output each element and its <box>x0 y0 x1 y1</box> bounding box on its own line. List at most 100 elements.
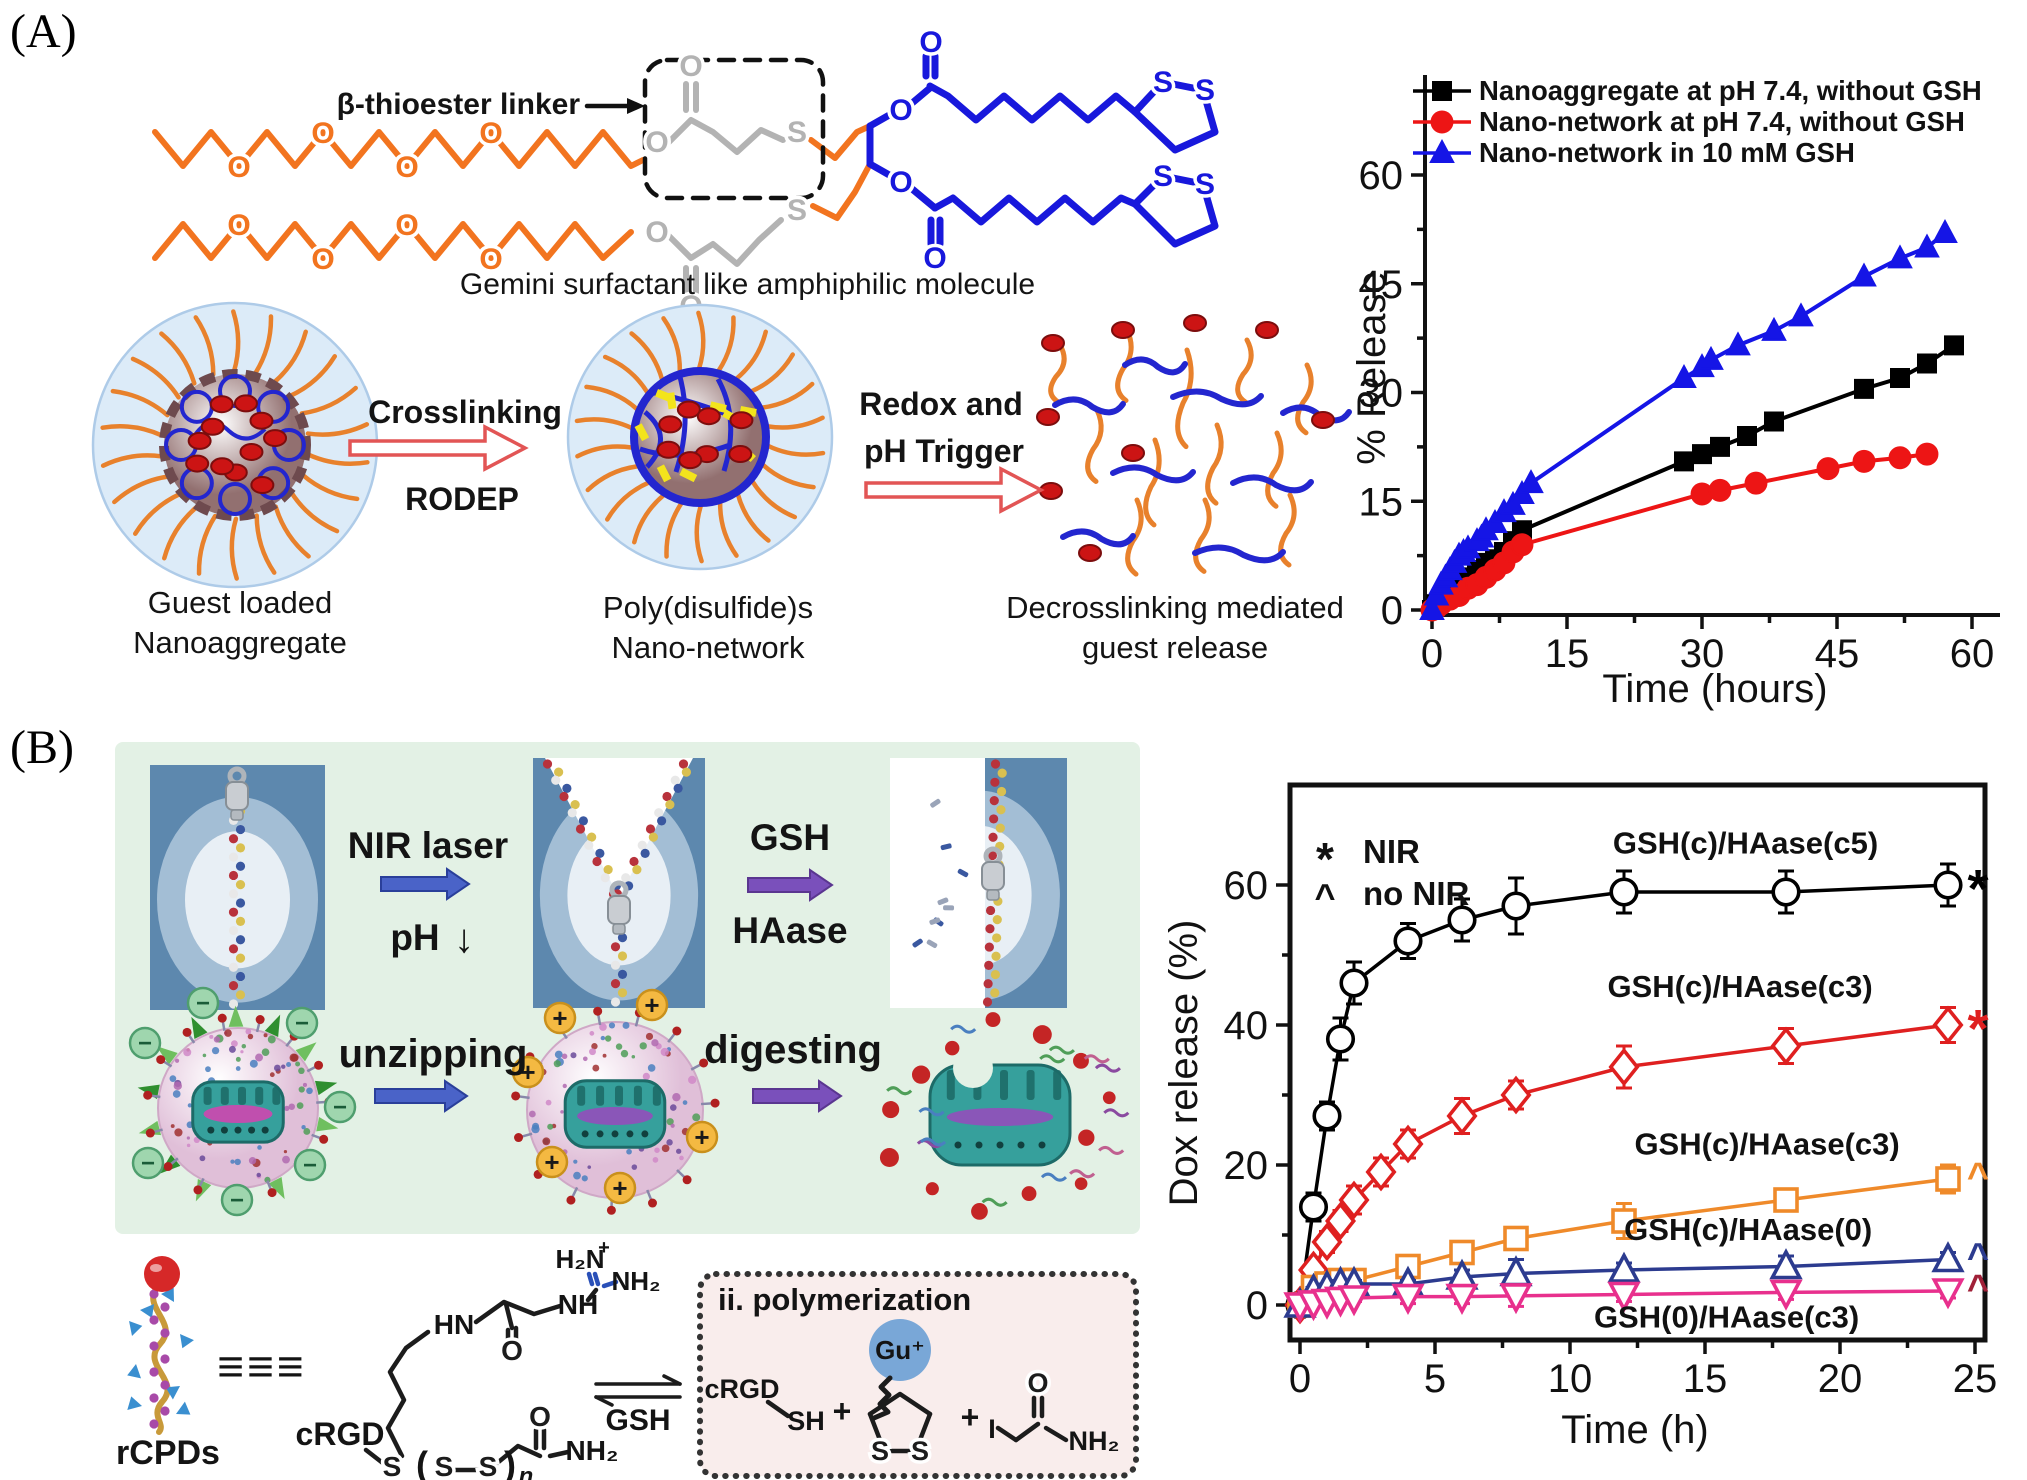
unzipping-arrow-icon <box>374 1079 469 1113</box>
step2-caption: Poly(disulfide)s Nano-network <box>602 590 814 665</box>
panel-b-scheme: −−−−− −− + +++++ NIR laser pH ↓ GSH HAase … <box>115 742 1140 1234</box>
x-tick-label: 0 <box>1289 1357 1311 1401</box>
peg-chain-bottom <box>152 221 634 261</box>
y-tick-label: 60 <box>1359 154 1404 198</box>
plus-badge: + <box>520 1057 535 1087</box>
atom-o: O <box>479 117 502 150</box>
guest-loaded-nanoaggregate <box>91 301 379 589</box>
arrow1-label-bottom: RODEP <box>405 481 519 517</box>
beta-arrow-icon <box>627 98 645 114</box>
atom-o: O <box>889 166 912 199</box>
series-0: * GSH(c)/HAase(c5) <box>1285 826 1989 1320</box>
atom-o: O <box>395 151 418 184</box>
nanoparticle-positive: + + + + + + <box>511 988 720 1215</box>
crosslinking-arrow-icon <box>348 424 529 472</box>
series-end-symbol: ^ <box>1967 1237 1989 1279</box>
nanoparticle-negative: − − − − − − − <box>128 986 357 1217</box>
series-label: GSH(c)/HAase(c3) <box>1607 969 1872 1004</box>
paren-close: ) <box>504 1444 516 1480</box>
legend-label: Nano-network at pH 7.4, without GSH <box>1479 106 1965 137</box>
atom-s: S <box>911 1436 929 1466</box>
atom-o: O <box>529 1401 551 1432</box>
x-tick-label: 30 <box>1680 632 1725 676</box>
legend-label: Nanoaggregate at pH 7.4, without GSH <box>1479 75 1982 106</box>
chart-body: 0 5 10 15 20 25 0 20 40 60 Time (h) Dox release (%)… <box>1162 782 1997 1452</box>
atom-o: O <box>679 50 702 83</box>
plus-badge: + <box>544 1147 559 1177</box>
x-tick-label: 60 <box>1950 632 1995 676</box>
panel-a-label: (A) <box>10 5 77 58</box>
atom-s: S <box>1195 74 1215 107</box>
y-tick-label: 60 <box>1224 864 1269 908</box>
arrow1-label-top: Crosslinking <box>368 394 562 430</box>
minus-badge: − <box>141 1150 155 1177</box>
decrosslinked-release <box>1036 314 1352 577</box>
atom-s: S <box>383 1451 402 1480</box>
panel-b-chart: 0 5 10 15 20 25 0 20 40 60 Time (h) Dox release (%)… <box>1162 782 1997 1452</box>
y-axis-label: % Release <box>1350 271 1394 464</box>
iodo-label: I <box>988 1414 996 1444</box>
legend-symbol-label: no NIR <box>1363 875 1469 912</box>
h2n-label: H₂N <box>555 1244 604 1274</box>
atom-o: O <box>501 1335 523 1366</box>
panel-b-chemistry: rCPDs ≡≡≡ cRGD <box>116 1237 1139 1480</box>
minus-badge: − <box>295 1010 309 1037</box>
atom-s: S <box>435 1451 454 1480</box>
atom-o: O <box>889 94 912 127</box>
gu-circle <box>869 1319 931 1381</box>
nano-network <box>566 303 834 571</box>
haase-label: HAase <box>732 910 847 951</box>
x-axis-label: Time (hours) <box>1602 667 1827 711</box>
ph-label: pH <box>390 917 439 958</box>
plus-badge: + <box>644 990 659 1020</box>
zipper-closed <box>150 765 325 1010</box>
atom-o: O <box>311 243 334 276</box>
atom-o: O <box>645 216 668 249</box>
minus-badge: − <box>138 1030 152 1057</box>
sh-label: SH <box>787 1406 825 1436</box>
series-end-symbol: * <box>1967 859 1988 919</box>
y-tick-label: 20 <box>1224 1144 1269 1188</box>
series-1: * GSH(c)/HAase(c3) <box>1284 969 1989 1325</box>
minus-badge: − <box>196 990 210 1017</box>
gemini-caption: Gemini surfactant like amphiphilic molec… <box>459 268 1036 301</box>
legend-symbol-label: NIR <box>1363 833 1420 870</box>
atom-o: O <box>923 242 946 275</box>
gsh-label: GSH <box>750 817 830 858</box>
y-tick-label: 30 <box>1359 372 1404 416</box>
atom-s: S <box>1153 66 1173 99</box>
nh2-label: NH₂ <box>1069 1426 1120 1456</box>
y-tick-label: 0 <box>1381 589 1403 633</box>
atom-o: O <box>1027 1368 1048 1398</box>
digesting-label: digesting <box>704 1028 882 1072</box>
plus-badge: + <box>612 1173 627 1203</box>
series-end-symbol: ^ <box>1967 1156 1989 1198</box>
plus-badge: + <box>552 1003 567 1033</box>
x-tick-label: 10 <box>1548 1357 1593 1401</box>
atom-o: O <box>645 126 668 159</box>
plus-sign: + <box>961 1399 980 1435</box>
atom-s: S <box>479 1451 498 1480</box>
gu-label: Gu⁺ <box>875 1335 925 1365</box>
step3-caption: Decrosslinking mediated guest release <box>1006 590 1344 665</box>
thioester-dashed-box <box>642 57 826 201</box>
plus-sign: + <box>833 1393 852 1429</box>
atom-o: O <box>395 209 418 242</box>
paren-open: ( <box>416 1444 428 1480</box>
series-2 <box>1419 218 1958 620</box>
panel-b-label: (B) <box>10 721 74 774</box>
y-tick-label: 40 <box>1224 1004 1269 1048</box>
crgd-box-label: cRGD <box>704 1374 779 1404</box>
dithiolane-ring-bottom <box>1131 172 1219 248</box>
panel-a-scheme: Crosslinking RODEP Redox and pH Trigger <box>91 301 1352 589</box>
panel-a-chart: 0 15 30 45 60 0 15 30 45 60 Time (hours) % Release N… <box>1350 75 2000 711</box>
crgd-label: cRGD <box>296 1416 385 1452</box>
atom-o: O <box>919 26 942 59</box>
x-tick-label: 15 <box>1545 632 1590 676</box>
zipper-digested <box>890 758 1067 1008</box>
y-tick-label: 15 <box>1359 480 1404 524</box>
redox-arrow-icon <box>864 466 1045 514</box>
down-arrow-icon: ↓ <box>454 917 474 961</box>
legend-symbol: ^ <box>1314 876 1335 917</box>
x-axis-label: Time (h) <box>1561 1408 1708 1452</box>
